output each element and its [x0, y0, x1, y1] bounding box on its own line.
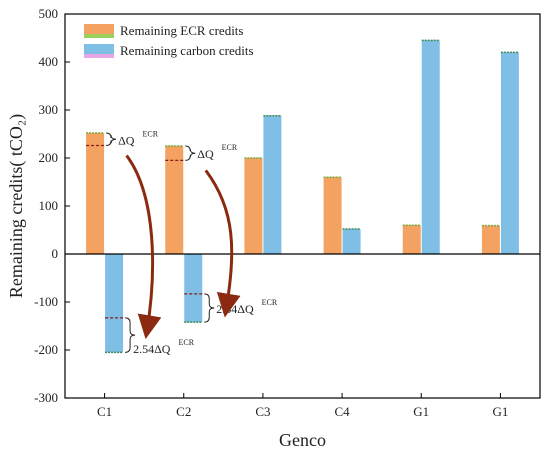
y-tick-label-1: -200 [34, 342, 58, 357]
reference-lines [86, 144, 203, 319]
annotation-subscript: ECR [222, 143, 238, 152]
x-axis-title: Genco [279, 430, 326, 450]
y-tick-label-0: -300 [34, 390, 58, 405]
bar-carbon-c4-3 [342, 229, 361, 254]
arrow-c2 [204, 169, 241, 318]
y-tick-label-4: 100 [39, 198, 59, 213]
legend-label-1: Remaining carbon credits [120, 43, 254, 58]
x-tick-label-5: G1 [492, 404, 508, 419]
annotation-text: ΔQ [118, 133, 135, 147]
annotation-text: 2.54ΔQ [216, 302, 254, 316]
y-tick-label-2: -100 [34, 294, 58, 309]
bar-carbon-c1-0 [105, 254, 124, 353]
bar-carbon-c3-2 [263, 115, 282, 254]
bar-carbon-g1-4 [421, 40, 440, 255]
y-tick-label-7: 400 [39, 54, 59, 69]
brace-c2-ecr [185, 145, 196, 161]
plot-area [64, 13, 541, 399]
annotation-label-2: 2.54ΔQ ECR [133, 338, 195, 356]
y-tick-label-5: 200 [39, 150, 59, 165]
brace-c1-carbon [125, 317, 136, 353]
annotation-subscript: ECR [178, 338, 194, 347]
x-tick-label-4: G1 [413, 404, 429, 419]
annotation-label-1: ΔQ ECR [197, 143, 238, 161]
annotation-subscript: ECR [262, 298, 278, 307]
arrow-c1 [125, 154, 162, 340]
bars [65, 39, 540, 354]
bar-carbon-g1-5 [500, 52, 519, 255]
brace-c2-carbon [204, 293, 215, 323]
y-tick-label-6: 300 [39, 102, 59, 117]
bar-ecr-c1-0 [86, 133, 105, 254]
bar-ecr-g1-4 [402, 225, 421, 254]
plot-frame [64, 13, 541, 399]
annotation-subscript: ECR [142, 129, 158, 138]
brace-c1-ecr [106, 132, 117, 147]
x-tick-label-1: C2 [176, 404, 191, 419]
axes: -300 -200 -100 0 100 200 300 400 500 C1 C2 C3 C4 G1 G1 [34, 6, 508, 419]
annotation-text: ΔQ [197, 147, 214, 161]
x-tick-label-2: C3 [255, 404, 270, 419]
bar-ecr-c2-1 [165, 146, 184, 254]
legend-swatch-accent-1 [84, 54, 114, 58]
bar-ecr-g1-5 [481, 225, 500, 254]
legend-label-0: Remaining ECR credits [120, 23, 243, 38]
x-tick-label-0: C1 [97, 404, 112, 419]
annotation-label-0: ΔQ ECR [118, 129, 159, 147]
bar-carbon-c2-1 [184, 254, 203, 323]
bar-ecr-c4-3 [323, 177, 342, 254]
y-tick-label-8: 500 [39, 6, 59, 21]
x-tick-label-3: C4 [334, 404, 350, 419]
annotation-text: 2.54ΔQ [133, 342, 171, 356]
bar-ecr-c3-2 [244, 158, 263, 254]
y-tick-label-3: 0 [52, 246, 59, 261]
y-axis-title: Remaining credits( tCO₂) [6, 114, 27, 298]
legend: Remaining ECR credits Remaining carbon cr… [84, 23, 254, 58]
annotations: ΔQ ECR ΔQ ECR 2.54ΔQ ECR 2.54ΔQ ECR [106, 129, 278, 356]
legend-swatch-accent-0 [84, 34, 114, 38]
